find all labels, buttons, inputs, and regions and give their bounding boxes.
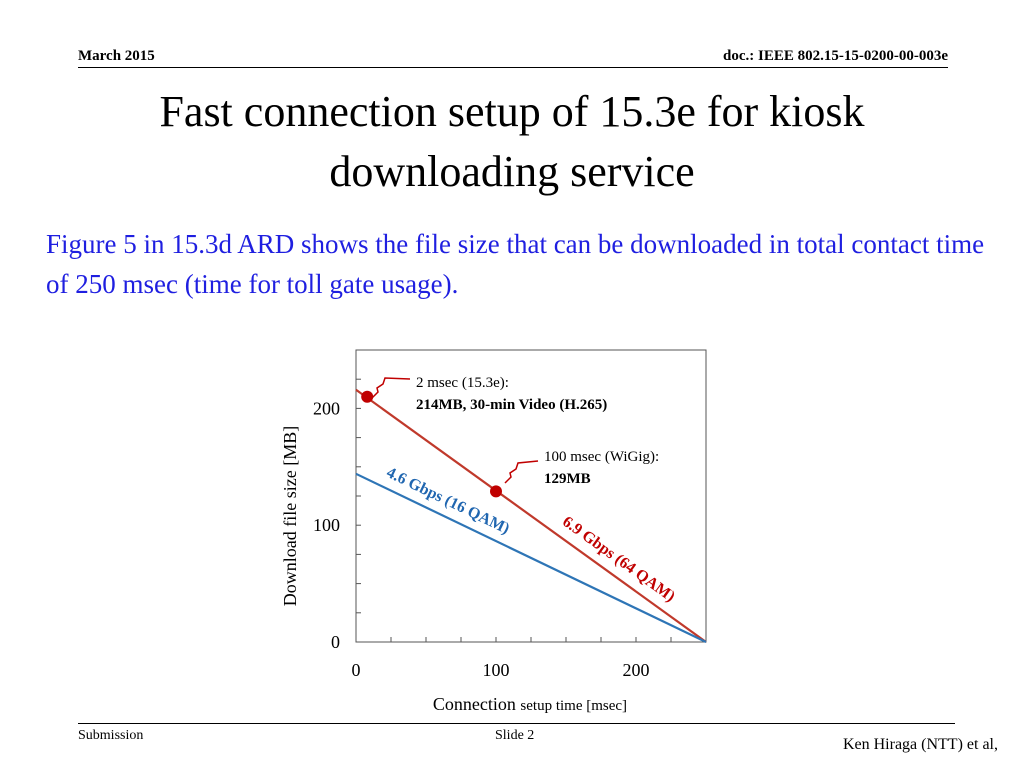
plot-frame — [355, 349, 707, 643]
header-date: March 2015 — [78, 48, 155, 64]
footer-slide-number: Slide 2 — [495, 728, 535, 743]
axis-labels: 0 100 200 0 100 200 Connection setup time [mse… — [280, 398, 650, 714]
y-tick-label: 0 — [331, 632, 340, 652]
callout-line — [504, 460, 539, 484]
slide-title: Fast connection setup of 15.3e for kiosk… — [159, 87, 865, 196]
annotation-line1: 2 msec (15.3e): — [416, 375, 509, 391]
footer-rule — [78, 723, 955, 724]
header-doc-id: doc.: IEEE 802.15-15-0200-00-003e — [723, 48, 948, 64]
x-axis-label: Connection setup time [msec] — [433, 694, 627, 714]
x-tick-label: 0 — [352, 660, 361, 680]
data-point — [490, 485, 502, 498]
series-label: 6.9 Gbps (64 QAM) — [559, 513, 678, 605]
series-lines: 6.9 Gbps (64 QAM) 4.6 Gbps (16 QAM) — [355, 388, 707, 643]
y-tick-label: 200 — [313, 398, 340, 418]
series-line — [355, 472, 707, 643]
data-point — [361, 390, 374, 403]
annotation-line1: 100 msec (WiGig): — [544, 449, 659, 465]
footer-authors: Ken Hiraga (NTT) et al, — [842, 736, 998, 753]
callout-line — [371, 377, 411, 399]
y-tick-label: 100 — [313, 515, 340, 535]
y-axis-label: Download file size [MB] — [280, 426, 300, 606]
header-rule — [78, 67, 948, 68]
x-tick-label: 100 — [483, 660, 510, 680]
x-tick-label: 200 — [623, 660, 650, 680]
annotation-line2: 214MB, 30-min Video (H.265) — [416, 397, 607, 413]
intro-text: Figure 5 in 15.3d ARD shows the file siz… — [46, 229, 985, 299]
point-annotations: 2 msec (15.3e): 214MB, 30-min Video (H.26… — [361, 375, 659, 498]
annotation-line2: 129MB — [544, 471, 591, 487]
series-line — [355, 388, 707, 643]
tick-marks — [356, 378, 672, 642]
footer-submission: Submission — [78, 728, 144, 743]
series-label: 4.6 Gbps (16 QAM) — [384, 464, 512, 537]
